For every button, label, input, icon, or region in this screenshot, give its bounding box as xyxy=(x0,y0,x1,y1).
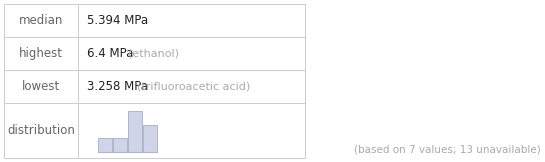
Bar xyxy=(4,4,305,158)
Bar xyxy=(143,125,157,152)
Text: 6.4 MPa: 6.4 MPa xyxy=(87,47,134,60)
Text: distribution: distribution xyxy=(7,124,75,137)
Text: lowest: lowest xyxy=(22,80,60,93)
Text: (trifluoroacetic acid): (trifluoroacetic acid) xyxy=(137,81,251,92)
Text: 3.258 MPa: 3.258 MPa xyxy=(87,80,148,93)
Text: (ethanol): (ethanol) xyxy=(128,48,179,58)
Text: 5.394 MPa: 5.394 MPa xyxy=(87,14,148,27)
Text: highest: highest xyxy=(19,47,63,60)
Text: (based on 7 values; 13 unavailable): (based on 7 values; 13 unavailable) xyxy=(354,144,541,154)
Text: median: median xyxy=(19,14,63,27)
Bar xyxy=(98,138,112,152)
Bar xyxy=(113,138,127,152)
Bar xyxy=(128,111,142,152)
